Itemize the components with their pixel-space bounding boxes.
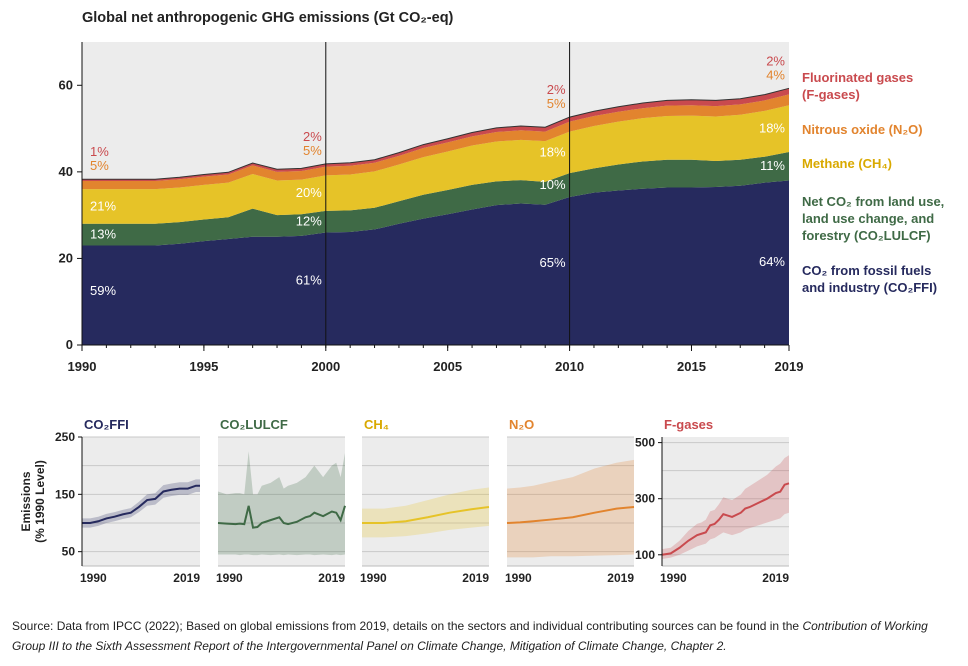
panel-xtick-start: 1990: [80, 571, 107, 585]
uncertainty-band-N2O: [507, 459, 634, 558]
share-label-CO2FFI-2019: 64%: [759, 254, 785, 269]
panel-xtick-end: 2019: [462, 571, 489, 585]
x-tick-label-1995: 1995: [189, 359, 218, 374]
legend-label-line: Methane (CH₄): [802, 156, 892, 171]
trend-line-CO2LULCF: [217, 505, 346, 529]
panel-bg-CH4: [362, 437, 489, 566]
share-label-Fgases-2000: 2%: [303, 129, 322, 144]
relative-emissions-panels: Emissions(% 1990 Level) CO₂FFI 1990 2019 50 1…: [19, 417, 790, 585]
panel-xtick-start: 1990: [360, 571, 387, 585]
legend-label-line: Fluorinated gases: [802, 70, 914, 85]
share-label-CO2LULCF-1990: 13%: [90, 227, 116, 242]
y-tick-label-60: 60: [59, 77, 73, 92]
panel-ytick-label-50: 50: [62, 545, 76, 559]
panel-title-N2O: N₂O: [509, 417, 534, 432]
share-label-CO2LULCF-2010: 10%: [540, 177, 566, 192]
trend-line-CH4: [362, 505, 490, 524]
x-tick-label-2010: 2010: [555, 359, 584, 374]
share-label-CH4-1990: 21%: [90, 198, 116, 213]
legend-label-line: and industry (CO₂FFI): [802, 280, 938, 295]
legend-item-CH4: Methane (CH₄): [802, 155, 892, 172]
panel-ytick-label-500: 500: [635, 436, 655, 450]
small-ylabel: Emissions(% 1990 Level): [19, 460, 47, 543]
legend-item-N2O: Nitrous oxide (N₂O): [802, 121, 923, 138]
panel-ytick-label-300: 300: [635, 492, 655, 506]
share-label-N2O-2000: 5%: [303, 143, 322, 158]
uncertainty-band-CO2FFI: [82, 479, 200, 528]
x-tick-label-2019: 2019: [775, 359, 804, 374]
y-tick-label-20: 20: [59, 250, 73, 265]
panel-ytick-label-250: 250: [55, 430, 75, 444]
legend-label-line: forestry (CO₂LULCF): [802, 228, 931, 243]
panel-ytick-label-150: 150: [55, 487, 75, 501]
y-tick-label-40: 40: [59, 164, 73, 179]
x-tick-label-2005: 2005: [433, 359, 462, 374]
legend-label-line: CO₂ from fossil fuels: [802, 263, 932, 278]
area-CH4: [82, 105, 789, 224]
share-label-CH4-2000: 20%: [296, 185, 322, 200]
trend-line-CO2FFI: [82, 484, 200, 524]
panel-title-CH4: CH₄: [364, 417, 389, 432]
panel-xtick-start: 1990: [216, 571, 243, 585]
total-outline: [82, 87, 790, 180]
x-tick-label-2000: 2000: [311, 359, 340, 374]
legend-label-line: Nitrous oxide (N₂O): [802, 122, 923, 137]
legend-item-CO2LULCF: Net CO₂ from land use, land use change, a…: [802, 193, 944, 244]
share-label-N2O-2019: 4%: [766, 67, 785, 82]
panel-xtick-end: 2019: [318, 571, 345, 585]
caption-italic: Contribution of Working Group III to the…: [12, 619, 928, 653]
legend-label-line: Net CO₂ from land use,: [802, 194, 945, 209]
area-Fgases: [82, 88, 789, 181]
share-label-Fgases-2019: 2%: [766, 53, 785, 68]
uncertainty-band-CH4: [362, 487, 489, 538]
x-tick-label-1990: 1990: [68, 359, 97, 374]
panel-xtick-end: 2019: [173, 571, 200, 585]
share-label-CO2FFI-2010: 65%: [540, 255, 566, 270]
panel-bg-CO2FFI: [82, 437, 200, 566]
panel-title-Fgases: F-gases: [664, 417, 713, 432]
share-label-CO2FFI-1990: 59%: [90, 283, 116, 298]
panel-title-CO2FFI: CO₂FFI: [84, 417, 129, 432]
area-CO2LULCF: [82, 151, 789, 246]
trend-line-Fgases: [661, 482, 790, 556]
trend-line-N2O: [506, 505, 635, 524]
share-label-N2O-2010: 5%: [547, 96, 566, 111]
small-ylabel-line2: (% 1990 Level): [33, 460, 47, 543]
legend-item-CO2FFI: CO₂ from fossil fuels and industry (CO₂FF…: [802, 262, 937, 296]
panel-bg-N2O: [507, 437, 634, 566]
area-N2O: [82, 94, 789, 190]
legend-label-line: land use change, and: [802, 211, 935, 226]
share-label-N2O-1990: 5%: [90, 158, 109, 173]
share-label-CO2FFI-2000: 61%: [296, 272, 322, 287]
y-tick-label-0: 0: [66, 337, 73, 352]
uncertainty-band-CO2LULCF: [218, 451, 345, 556]
panel-title-CO2LULCF: CO₂LULCF: [220, 417, 288, 432]
panel-xtick-end: 2019: [762, 571, 789, 585]
caption-text: Source: Data from IPCC (2022); Based on …: [12, 619, 803, 633]
chart-title: Global net anthropogenic GHG emissions (…: [82, 10, 453, 26]
share-label-CO2LULCF-2000: 12%: [296, 214, 322, 229]
panel-xtick-start: 1990: [660, 571, 687, 585]
chart-title-text: Global net anthropogenic GHG emissions (…: [82, 10, 454, 26]
share-label-CH4-2010: 18%: [540, 144, 566, 159]
legend-label-line: (F-gases): [802, 87, 860, 102]
uncertainty-band-Fgases: [662, 455, 789, 559]
share-label-CH4-2019: 18%: [759, 121, 785, 136]
panel-bg-CO2LULCF: [218, 437, 345, 566]
x-tick-label-2015: 2015: [677, 359, 706, 374]
panel-xtick-end: 2019: [607, 571, 634, 585]
share-label-CO2LULCF-2019: 11%: [760, 158, 785, 173]
share-label-Fgases-2010: 2%: [547, 82, 566, 97]
main-stacked-area-chart: 0 20 40 60 1990 1995 2000 2005 2010 2015 2019 59% 13…: [59, 42, 804, 374]
small-ylabel-line1: Emissions: [19, 471, 33, 531]
legend-item-Fgases: Fluorinated gases (F-gases): [802, 69, 913, 103]
source-caption: Source: Data from IPCC (2022); Based on …: [12, 616, 956, 656]
panel-xtick-start: 1990: [505, 571, 532, 585]
share-label-Fgases-1990: 1%: [90, 144, 109, 159]
panel-ytick-label-100: 100: [635, 548, 655, 562]
area-CO2FFI: [82, 180, 789, 345]
